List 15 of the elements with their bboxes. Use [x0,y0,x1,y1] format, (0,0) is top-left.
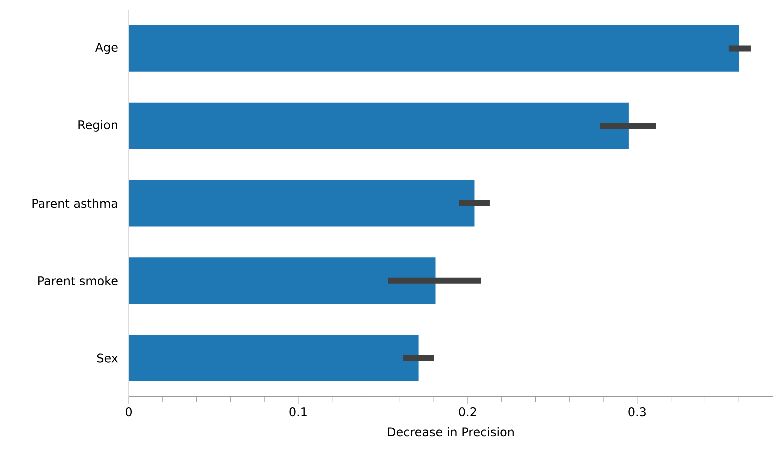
x-tick-label: 0 [126,408,132,417]
y-tick-label: Sex [97,354,118,363]
bar [129,258,436,304]
bar [129,335,419,382]
y-tick-label: Region [78,120,118,132]
y-tick-label: Parent asthma [32,198,118,208]
x-tick-label: 0.2 [459,408,476,417]
bar [129,180,475,227]
x-tick-label: 0.3 [628,408,646,417]
y-tick-label: Parent smoke [38,276,118,286]
x-axis-title: Decrease in Precision [388,427,514,437]
bar [129,102,629,150]
x-tick-label: 0.1 [290,408,307,417]
bar [129,25,740,72]
y-tick-label: Age [95,43,118,54]
